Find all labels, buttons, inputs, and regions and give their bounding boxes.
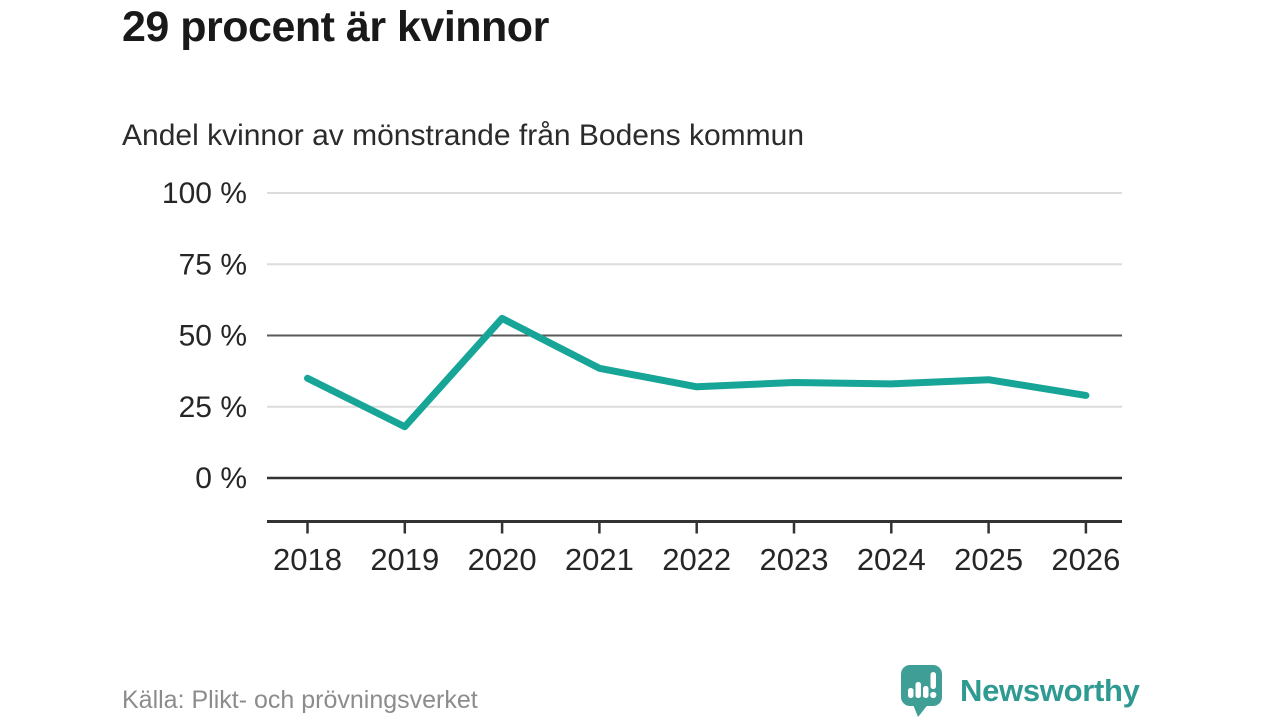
y-axis-tick-label: 100 % <box>162 177 247 210</box>
x-axis-tick-label: 2021 <box>565 542 634 577</box>
chart-subtitle: Andel kvinnor av mönstrande från Bodens … <box>122 119 805 152</box>
x-axis-tick-label: 2022 <box>662 542 731 577</box>
brand-logo: Newsworthy <box>899 663 1140 719</box>
y-axis-tick-label: 75 % <box>179 248 247 281</box>
x-axis-tick-label: 2019 <box>370 542 439 577</box>
source-caption: Källa: Plikt- och prövningsverket <box>122 686 478 714</box>
y-axis-tick-label: 0 % <box>195 462 247 495</box>
x-axis-tick-label: 2024 <box>857 542 926 577</box>
y-axis-tick-label: 50 % <box>179 320 247 353</box>
newsworthy-speech-bubble-bar-chart-icon <box>901 665 942 717</box>
x-axis-tick-label: 2020 <box>468 542 537 577</box>
x-axis-tick-label: 2023 <box>760 542 829 577</box>
x-axis-tick-label: 2025 <box>954 542 1023 577</box>
page-title: 29 procent är kvinnor <box>122 3 549 51</box>
y-axis-tick-label: 25 % <box>179 391 247 424</box>
brand-name: Newsworthy <box>960 673 1140 708</box>
data-line-andel-kvinnor <box>304 314 1090 431</box>
x-axis-tick-label: 2018 <box>273 542 342 577</box>
x-axis-tick-label: 2026 <box>1051 542 1120 577</box>
